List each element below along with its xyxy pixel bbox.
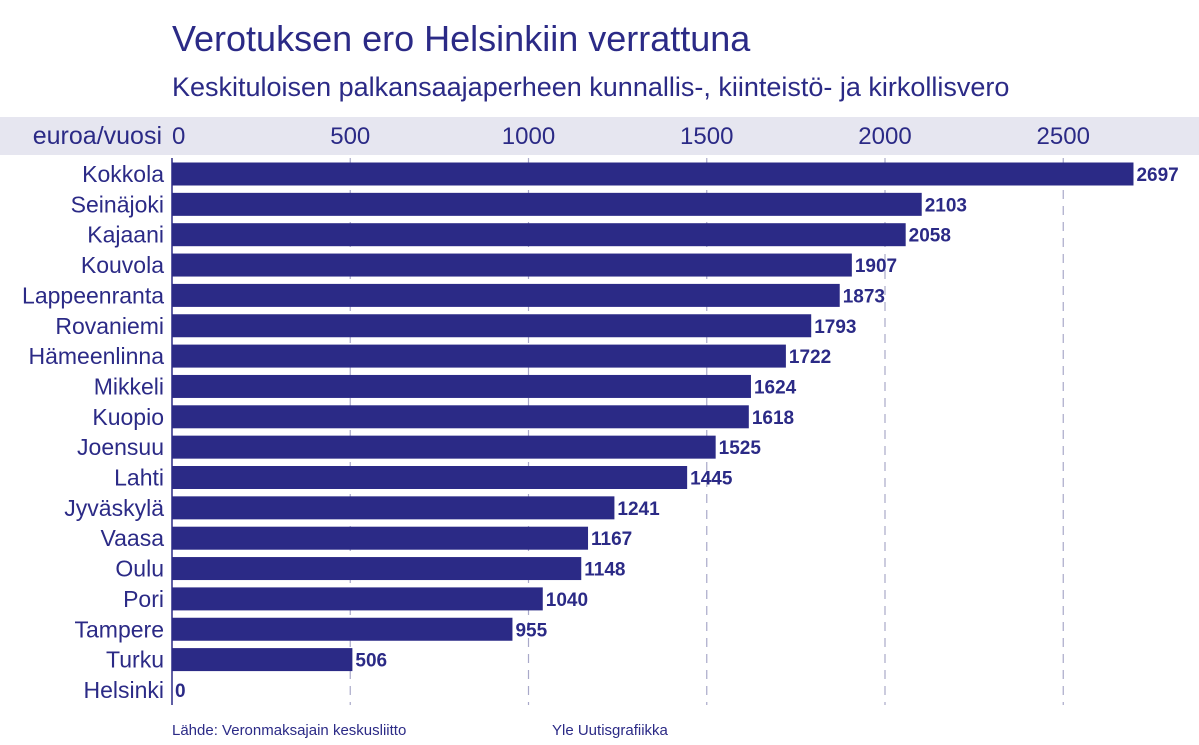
source-note: Lähde: Veronmaksajain keskusliitto [172,722,407,739]
category-label: Kokkola [82,161,164,187]
bar [172,648,353,672]
data-label: 1722 [789,347,831,368]
chart-title: Verotuksen ero Helsinkiin verrattuna [172,18,751,59]
data-label: 1040 [546,590,588,611]
category-label: Lappeenranta [22,282,164,308]
x-tick-label: 1500 [680,123,733,150]
data-label: 2058 [909,226,951,247]
x-tick-label: 1000 [502,123,555,150]
data-label: 2103 [925,195,967,216]
category-label: Jyväskylä [64,495,164,521]
data-label: 0 [175,681,186,702]
category-label: Kajaani [87,222,164,248]
x-tick-label: 500 [330,123,370,150]
axis-unit-label: euroa/vuosi [33,122,162,150]
category-label: Lahti [114,465,164,491]
category-label: Hämeenlinna [28,343,164,369]
data-label: 1907 [855,256,897,277]
bars [172,162,1134,672]
category-label: Oulu [115,556,164,582]
category-label: Kuopio [92,404,164,430]
bar [172,496,615,520]
credit-note: Yle Uutisgrafiikka [552,722,668,739]
data-label: 955 [515,620,547,641]
category-label: Rovaniemi [55,313,164,339]
category-label: Helsinki [83,677,164,703]
bar [172,253,852,277]
category-label: Mikkeli [94,373,164,399]
bar [172,314,812,338]
data-label: 1445 [690,469,733,490]
bar [172,466,688,489]
data-label: 1624 [754,377,797,398]
x-tick-label: 2500 [1037,123,1090,150]
bar [172,283,840,307]
x-tick-label: 0 [172,123,185,150]
bar [172,223,906,247]
category-label: Tampere [75,616,164,642]
chart-subtitle: Keskituloisen palkansaajaperheen kunnall… [172,72,1010,102]
value-labels: 2697 2103 2058 1907 1873 1793 1722 1624 1618 1525… [175,165,1179,702]
x-axis-ticks: 0 500 1000 1500 2000 2500 [172,123,1090,150]
bar [172,557,582,581]
bar [172,405,749,429]
bar [172,587,543,611]
data-label: 506 [355,651,387,672]
data-label: 2697 [1136,165,1178,186]
gridlines [171,158,1064,705]
data-label: 1148 [584,560,625,581]
axis-header-band [0,117,1199,155]
category-label: Turku [106,647,164,673]
data-label: 1873 [843,286,885,307]
category-labels: Kokkola Seinäjoki Kajaani Kouvola Lappeenran… [22,161,164,703]
data-label: 1525 [719,438,762,459]
category-label: Joensuu [77,434,164,460]
bar [172,526,589,550]
bar [172,192,922,216]
bar [172,162,1134,186]
data-label: 1793 [814,317,856,338]
data-label: 1167 [591,529,632,550]
bar [172,435,716,459]
category-label: Kouvola [81,252,164,278]
category-label: Seinäjoki [71,191,164,217]
data-label: 1241 [617,499,660,520]
bar [172,617,513,641]
category-label: Vaasa [100,525,164,551]
data-label: 1618 [752,408,794,429]
bar [172,344,786,368]
x-tick-label: 2000 [858,123,911,150]
category-label: Pori [123,586,164,612]
bar [172,374,751,398]
